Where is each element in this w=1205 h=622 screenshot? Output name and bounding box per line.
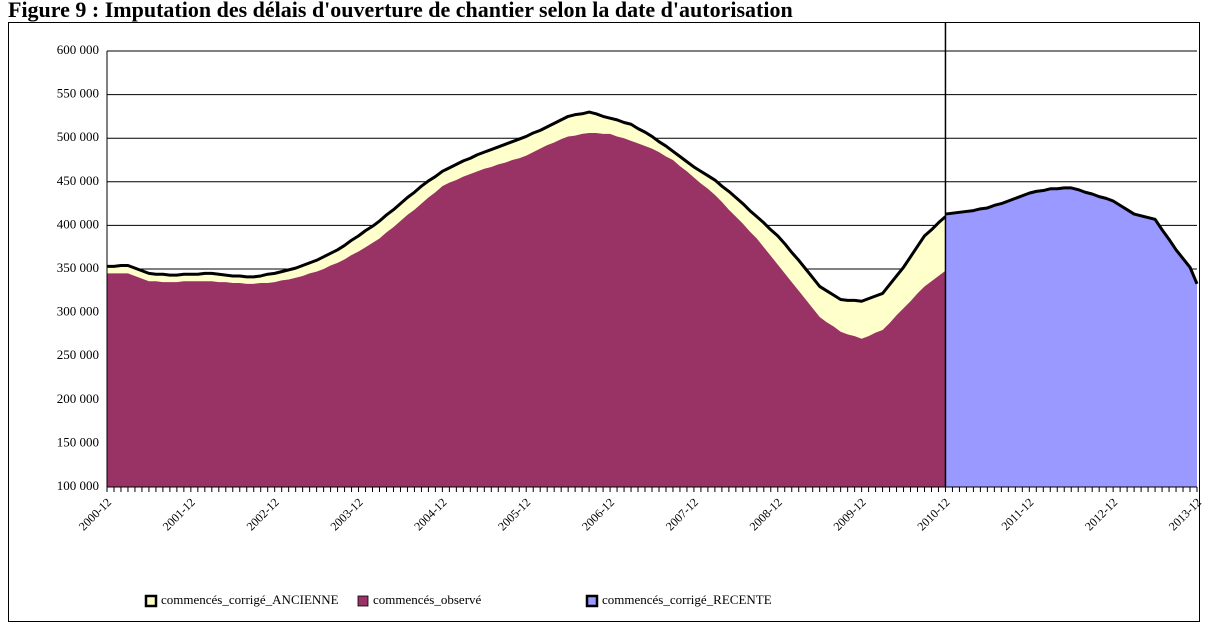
area <box>107 132 946 487</box>
y-tick-label: 350 000 <box>57 260 99 275</box>
legend-swatch <box>585 594 599 608</box>
y-tick-label: 150 000 <box>57 434 99 449</box>
y-tick-label: 200 000 <box>57 391 99 406</box>
legend-label: commencés_corrigé_ANCIENNE <box>161 592 339 607</box>
chart-title: Figure 9 : Imputation des délais d'ouver… <box>8 0 793 22</box>
y-tick-label: 250 000 <box>57 347 99 362</box>
area-edge <box>107 110 947 303</box>
y-tick-label: 550 000 <box>57 86 99 101</box>
y-tick-label: 600 000 <box>57 42 99 57</box>
legend-swatch <box>144 594 158 608</box>
y-tick-label: 300 000 <box>57 304 99 319</box>
area-edge <box>945 186 1199 285</box>
y-tick-label: 450 000 <box>57 173 99 188</box>
legend-swatch <box>357 595 369 607</box>
legend-label: commencés_observé <box>373 592 482 607</box>
y-tick-label: 500 000 <box>57 129 99 144</box>
y-tick-label: 100 000 <box>57 478 99 493</box>
area <box>945 187 1197 488</box>
legend-label: commencés_corrigé_RECENTE <box>602 592 772 607</box>
y-tick-label: 400 000 <box>57 216 99 231</box>
